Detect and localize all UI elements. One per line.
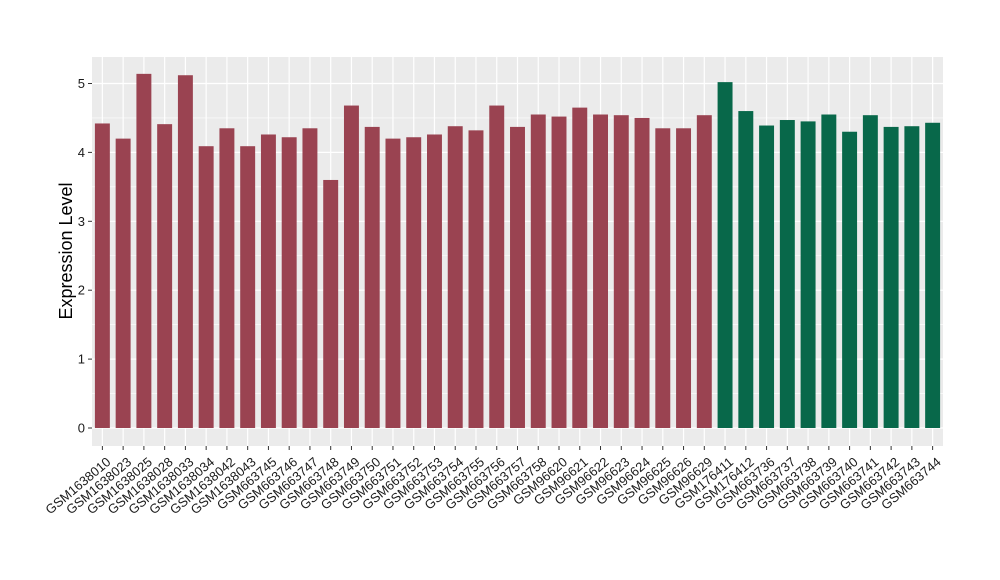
bar-GSM663751 [385,138,401,428]
bar-GSM663739 [821,114,837,428]
bar-GSM96624 [634,117,650,428]
bar-GSM1638033 [177,75,193,429]
bar-GSM96629 [696,115,712,428]
bar-GSM663744 [925,122,941,428]
bar-GSM663755 [468,130,484,429]
bar-GSM663758 [530,114,546,428]
bar-GSM1638010 [94,123,110,428]
bar-GSM663743 [904,126,920,428]
bar-GSM663750 [364,126,380,429]
bar-GSM663757 [510,126,525,429]
bar-GSM663745 [260,134,276,428]
bar-GSM1638034 [198,146,214,428]
y-tick-label: 1 [78,352,85,367]
y-tick-label: 5 [78,76,85,91]
bar-GSM96625 [655,128,671,428]
bar-GSM96622 [593,114,608,428]
bar-GSM663740 [842,131,858,429]
bar-GSM96626 [676,128,692,428]
bar-GSM176411 [717,82,733,428]
bar-GSM96621 [572,107,588,429]
bar-GSM663742 [883,126,899,429]
x-axis: GSM1638010GSM1638023GSM1638025GSM1638028… [42,446,944,517]
bar-GSM663746 [281,137,297,428]
bars [94,73,941,429]
bar-GSM1638028 [157,124,173,428]
bar-GSM96620 [551,116,567,429]
y-axis-title: Expression Level [56,182,76,319]
bar-GSM663756 [489,105,505,428]
y-tick-label: 0 [78,421,85,436]
bar-GSM1638025 [136,73,152,428]
y-axis: 0 1 2 3 4 5 [78,76,92,436]
bar-GSM663736 [759,125,775,429]
bar-GSM663752 [406,137,422,428]
bar-GSM663741 [862,115,878,428]
bar-GSM663754 [447,126,463,428]
bar-GSM663749 [343,105,359,428]
bar-GSM176412 [738,111,754,428]
bar-GSM663753 [427,134,442,428]
bar-GSM1638043 [240,146,256,428]
bar-GSM663738 [800,121,816,429]
y-tick-label: 3 [78,214,85,229]
bar-GSM663747 [302,128,318,428]
bar-GSM96623 [613,115,629,428]
y-tick-label: 4 [78,145,85,160]
y-tick-label: 2 [78,283,85,298]
bar-GSM1638042 [219,128,235,428]
bar-GSM663737 [779,120,795,428]
bar-GSM1638023 [115,138,131,428]
bar-GSM663748 [323,179,339,428]
